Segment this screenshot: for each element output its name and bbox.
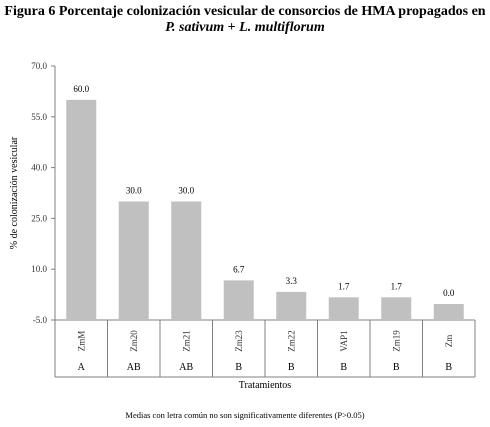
significance-group-Zm: B (445, 362, 452, 373)
y-axis-title: % de colonización vesicular (9, 136, 20, 249)
x-tick-label-Zm20: Zm20 (129, 330, 139, 352)
x-tick-label-VAP1: VAP1 (339, 330, 349, 351)
y-tick-label: 40.0 (31, 163, 47, 173)
x-tick-label-Zm: Zm (444, 335, 454, 348)
significance-group-Zm22: B (288, 362, 295, 373)
data-label-Zm19: 1.7 (391, 281, 403, 291)
chart-title-line1: Figura 6 Porcentaje colonización vesicul… (4, 4, 486, 19)
bar-Zm20 (118, 201, 149, 320)
bar-Zm21 (171, 201, 202, 320)
y-tick-label: 25.0 (31, 213, 47, 223)
bar-Zm (433, 304, 464, 320)
data-label-Zm22: 3.3 (286, 276, 298, 286)
data-label-Zm: 0.0 (443, 288, 455, 298)
bar-chart: -5.0 10.0 25.0 40.0 55.0 70.0 % de colonizació… (9, 61, 476, 391)
x-tick-label-Zm21: Zm21 (181, 330, 191, 352)
data-label-Zm23: 6.7 (233, 264, 245, 274)
species-name-2: L. multiflorum (239, 20, 325, 35)
bar-ZmM (66, 99, 97, 320)
data-label-Zm20: 30.0 (126, 185, 142, 195)
data-label-Zm21: 30.0 (178, 185, 194, 195)
x-tick-label-Zm22: Zm22 (286, 330, 296, 352)
significance-group-Zm23: B (235, 362, 242, 373)
x-tick-label-Zm19: Zm19 (391, 330, 401, 352)
bar-Zm19 (381, 297, 412, 320)
significance-group-Zm21: AB (179, 362, 193, 373)
significance-group-Zm19: B (393, 362, 400, 373)
data-label-ZmM: 60.0 (73, 84, 89, 94)
x-tick-label-ZmM: ZmM (76, 331, 86, 352)
bar-Zm22 (276, 291, 307, 320)
x-tick-label-Zm23: Zm23 (234, 330, 244, 352)
y-tick-label: 55.0 (31, 112, 47, 122)
title-separator: + (224, 20, 240, 35)
y-tick-label: -5.0 (33, 315, 48, 325)
y-tick-label: 10.0 (31, 264, 47, 274)
footnote: Medias con letra común no son significat… (125, 410, 365, 420)
data-label-VAP1: 1.7 (338, 281, 350, 291)
significance-group-ZmM: A (78, 362, 86, 373)
chart-title-line2: P. sativum + L. multiflorum (0, 20, 490, 36)
bar-VAP1 (328, 297, 359, 320)
significance-group-VAP1: B (340, 362, 347, 373)
y-tick-label: 70.0 (31, 61, 47, 71)
bar-Zm23 (223, 280, 254, 320)
x-axis-title: Tratamientos (239, 380, 292, 391)
species-name-1: P. sativum (165, 20, 225, 35)
significance-group-Zm20: AB (127, 362, 141, 373)
